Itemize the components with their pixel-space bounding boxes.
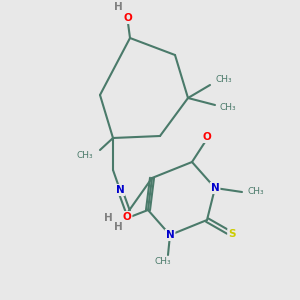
Text: O: O	[124, 13, 132, 23]
Text: H: H	[114, 2, 122, 12]
Text: CH₃: CH₃	[220, 103, 237, 112]
Text: CH₃: CH₃	[155, 257, 171, 266]
Text: CH₃: CH₃	[215, 76, 232, 85]
Text: O: O	[202, 132, 211, 142]
Text: N: N	[116, 185, 124, 195]
Text: CH₃: CH₃	[76, 151, 93, 160]
Text: O: O	[123, 212, 131, 222]
Text: N: N	[166, 230, 174, 240]
Text: H: H	[103, 213, 112, 223]
Text: CH₃: CH₃	[247, 188, 264, 196]
Text: S: S	[228, 229, 236, 239]
Text: H: H	[114, 222, 122, 232]
Text: N: N	[211, 183, 219, 193]
